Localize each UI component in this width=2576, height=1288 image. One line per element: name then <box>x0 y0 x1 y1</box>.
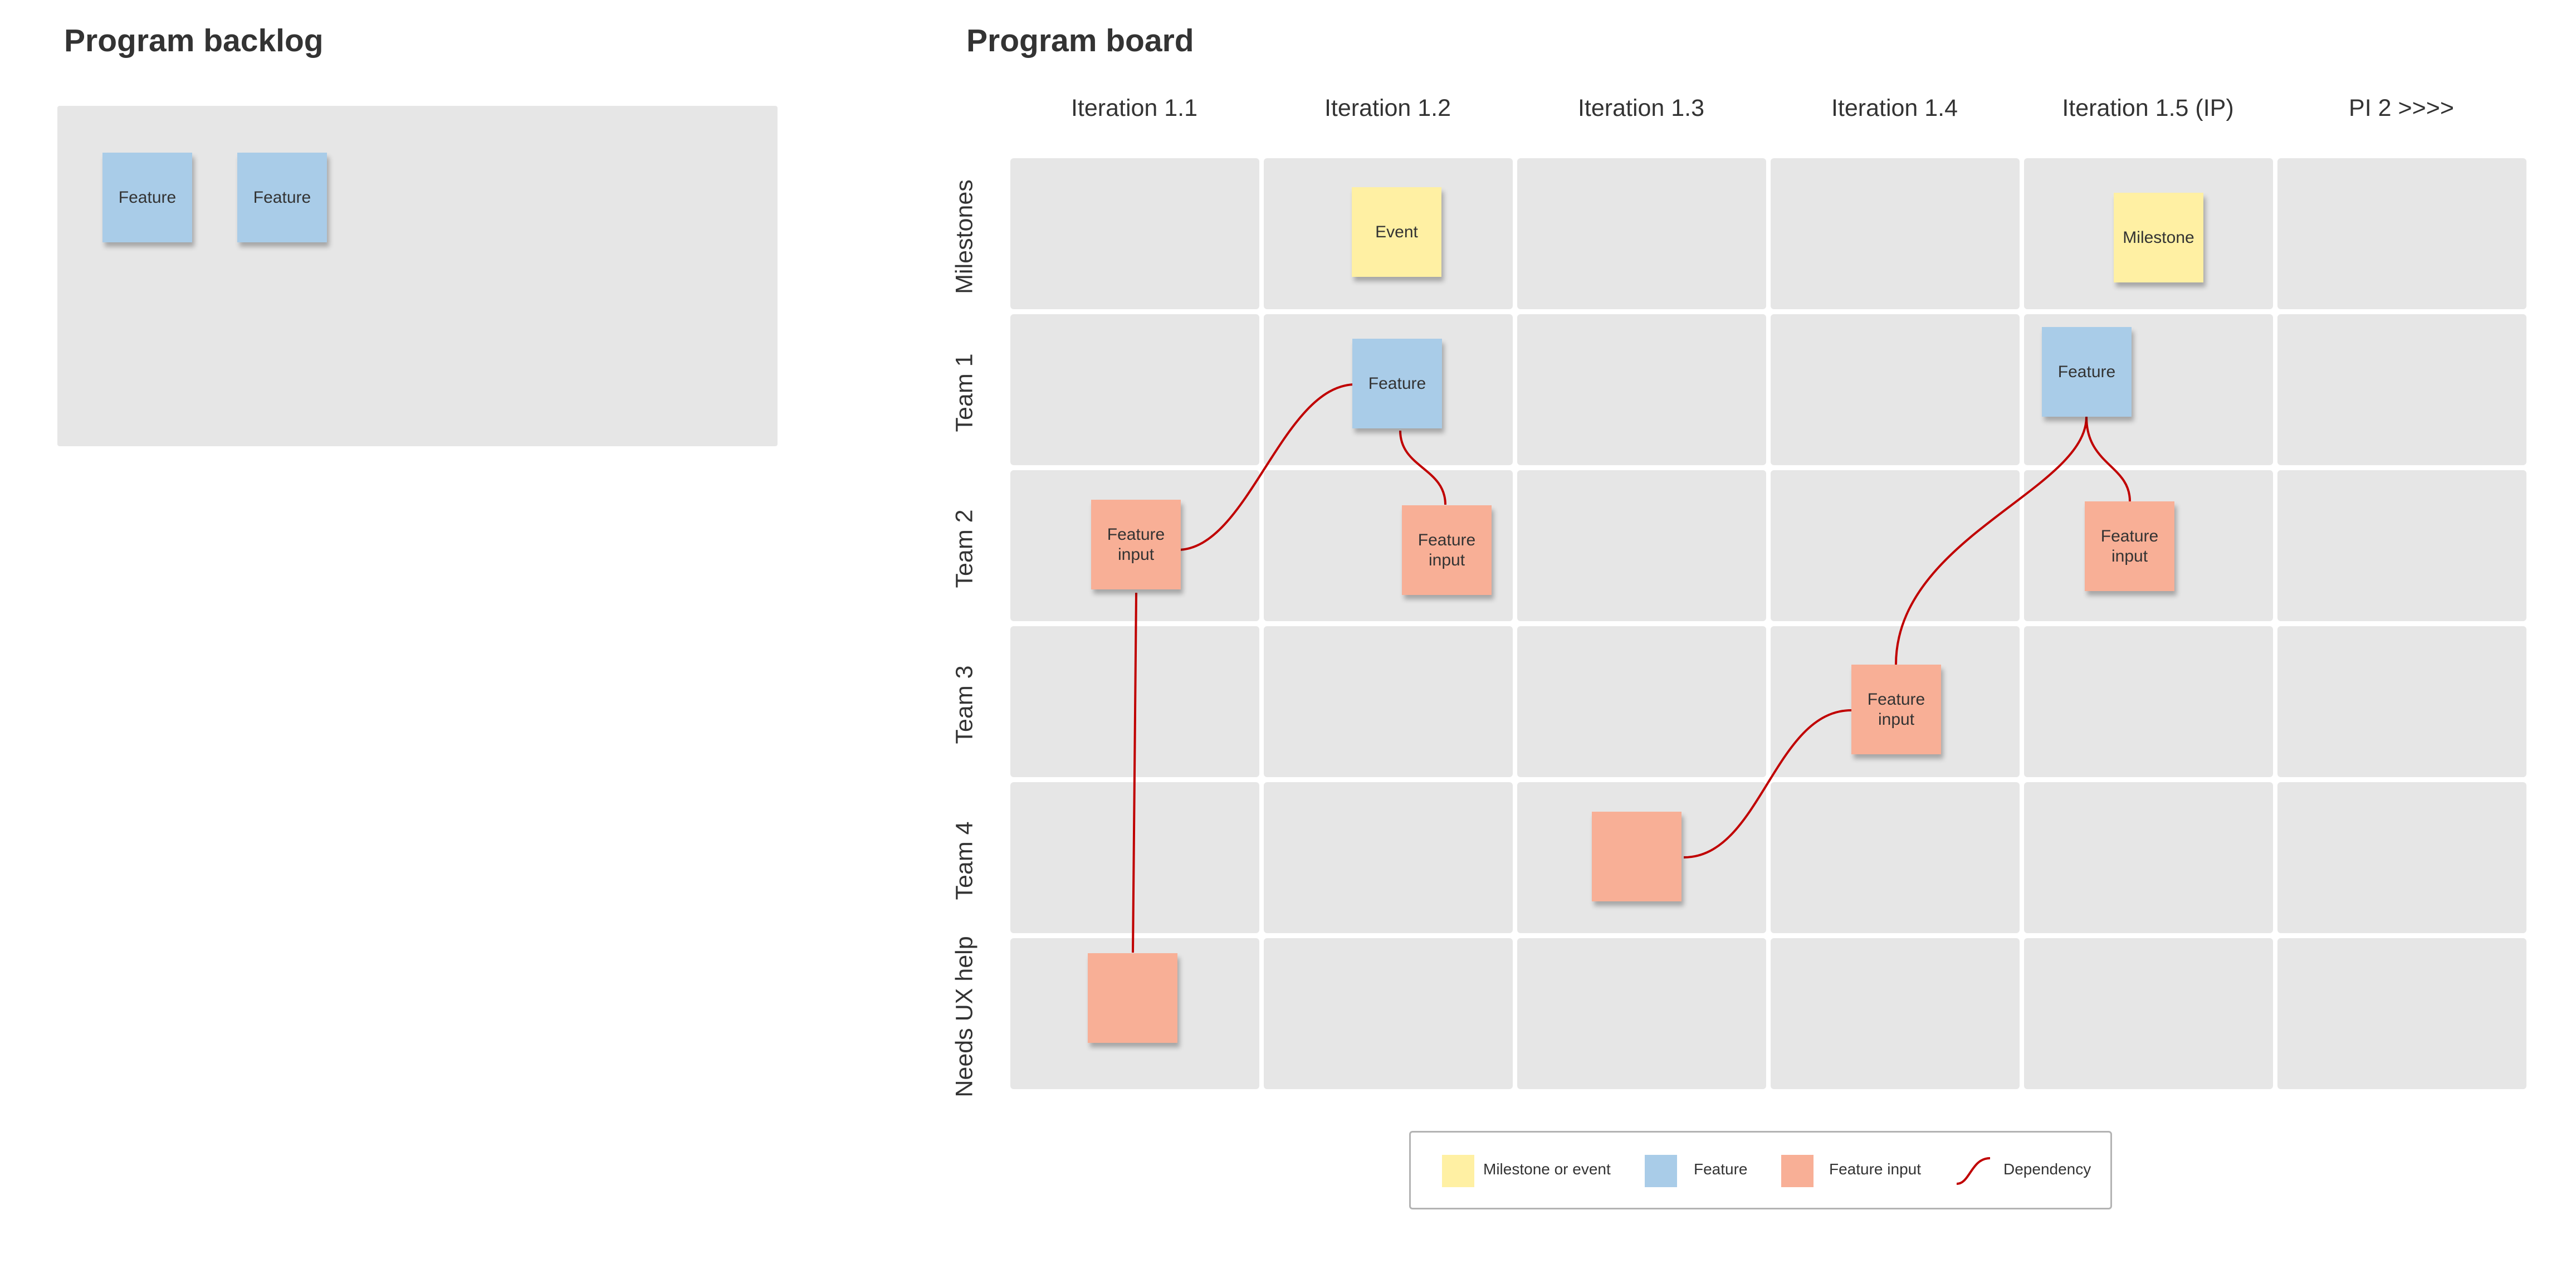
dependency-line <box>1683 709 1852 858</box>
dependency-line <box>2085 416 2131 502</box>
legend-feature-input-swatch <box>1781 1155 1814 1187</box>
board-cell[interactable] <box>1010 158 1259 309</box>
board-cell[interactable] <box>2277 158 2526 309</box>
column-header-iteration-1-2: Iteration 1.2 <box>1324 95 1451 121</box>
feature-note-team1-iteration-1-5[interactable]: Feature <box>2042 327 2132 417</box>
event-note[interactable]: Event <box>1352 187 1441 277</box>
board-cell[interactable] <box>1517 938 1766 1089</box>
board-cell[interactable] <box>2024 782 2273 933</box>
column-header-iteration-1-5: Iteration 1.5 (IP) <box>2062 95 2234 121</box>
legend: Milestone or event Feature Feature input… <box>1409 1131 2112 1209</box>
board-cell[interactable] <box>1771 938 2020 1089</box>
board-cell[interactable] <box>1264 938 1513 1089</box>
board-cell[interactable] <box>2277 626 2526 777</box>
legend-milestone-swatch <box>1442 1155 1474 1187</box>
board-cell[interactable] <box>1771 470 2020 621</box>
board-cell[interactable] <box>2277 782 2526 933</box>
column-header-iteration-1-4: Iteration 1.4 <box>1831 95 1958 121</box>
board-cell[interactable] <box>2024 938 2273 1089</box>
board-cell[interactable] <box>2277 938 2526 1089</box>
backlog-feature-note[interactable]: Feature <box>102 153 192 242</box>
board-cell[interactable] <box>2024 626 2273 777</box>
legend-feature-input-label: Feature input <box>1829 1160 1921 1178</box>
feature-input-note-team2-iteration-1-1[interactable]: Feature input <box>1091 500 1181 589</box>
board-cell[interactable] <box>1517 470 1766 621</box>
board-cell[interactable] <box>1771 314 2020 465</box>
column-header-iteration-1-1: Iteration 1.1 <box>1071 95 1198 121</box>
feature-note-team1-iteration-1-2[interactable]: Feature <box>1352 339 1442 428</box>
board-cell[interactable] <box>1517 314 1766 465</box>
feature-input-note-ux-iteration-1-1[interactable] <box>1088 953 1177 1043</box>
column-header-pi-2: PI 2 >>>> <box>2349 95 2454 121</box>
board-cell[interactable] <box>1010 314 1259 465</box>
legend-dependency-label: Dependency <box>2003 1160 2091 1178</box>
dependency-line <box>1132 592 1137 953</box>
board-cell[interactable] <box>2277 314 2526 465</box>
feature-input-note-team4-iteration-1-3[interactable] <box>1592 812 1682 901</box>
legend-dependency-icon <box>1956 1157 1991 1185</box>
program-board-title: Program board <box>966 23 1194 58</box>
feature-input-note-team2-iteration-1-2[interactable]: Feature input <box>1402 505 1492 595</box>
legend-milestone-label: Milestone or event <box>1483 1160 1611 1178</box>
board-cell[interactable] <box>2277 470 2526 621</box>
dependency-line <box>1895 416 2088 665</box>
board-cell[interactable] <box>1517 626 1766 777</box>
milestone-note[interactable]: Milestone <box>2114 193 2203 282</box>
dependency-line <box>1399 430 1446 505</box>
feature-input-note-team3-iteration-1-4[interactable]: Feature input <box>1851 665 1941 754</box>
legend-feature-label: Feature <box>1694 1160 1748 1178</box>
board-cell[interactable] <box>1771 158 2020 309</box>
board-cell[interactable] <box>1517 158 1766 309</box>
board-cell[interactable] <box>1264 782 1513 933</box>
board-cell[interactable] <box>1771 782 2020 933</box>
column-header-iteration-1-3: Iteration 1.3 <box>1577 95 1705 121</box>
legend-feature-swatch <box>1645 1155 1677 1187</box>
backlog-feature-note[interactable]: Feature <box>237 153 327 242</box>
dependency-line <box>1177 383 1356 551</box>
feature-input-note-team2-iteration-1-5[interactable]: Feature input <box>2085 501 2174 591</box>
board-cell[interactable] <box>1264 626 1513 777</box>
program-backlog-title: Program backlog <box>64 23 324 58</box>
